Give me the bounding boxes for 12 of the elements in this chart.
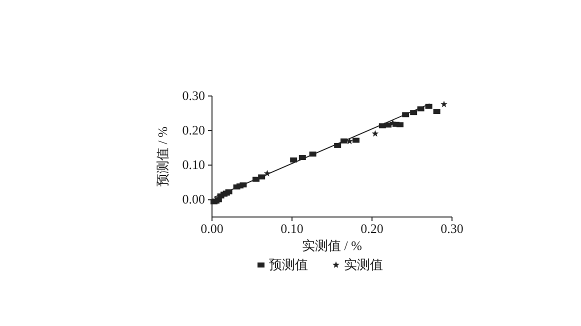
y-tick-label: 0.00 [182, 192, 205, 207]
legend-label: 预测值 [269, 257, 308, 272]
x-axis-title: 实测值 / % [302, 238, 362, 253]
x-tick-label: 0.00 [200, 221, 224, 236]
y-tick-label: 0.30 [182, 88, 205, 103]
y-axis-title: 预测值 / % [155, 126, 170, 186]
legend-label: 实测值 [344, 257, 383, 272]
x-tick-label: 0.20 [360, 221, 384, 236]
y-tick-label: 0.20 [182, 122, 205, 138]
x-tick-label: 0.10 [280, 221, 304, 236]
y-tick-label: 0.10 [182, 157, 205, 172]
x-tick-label: 0.30 [440, 221, 464, 236]
